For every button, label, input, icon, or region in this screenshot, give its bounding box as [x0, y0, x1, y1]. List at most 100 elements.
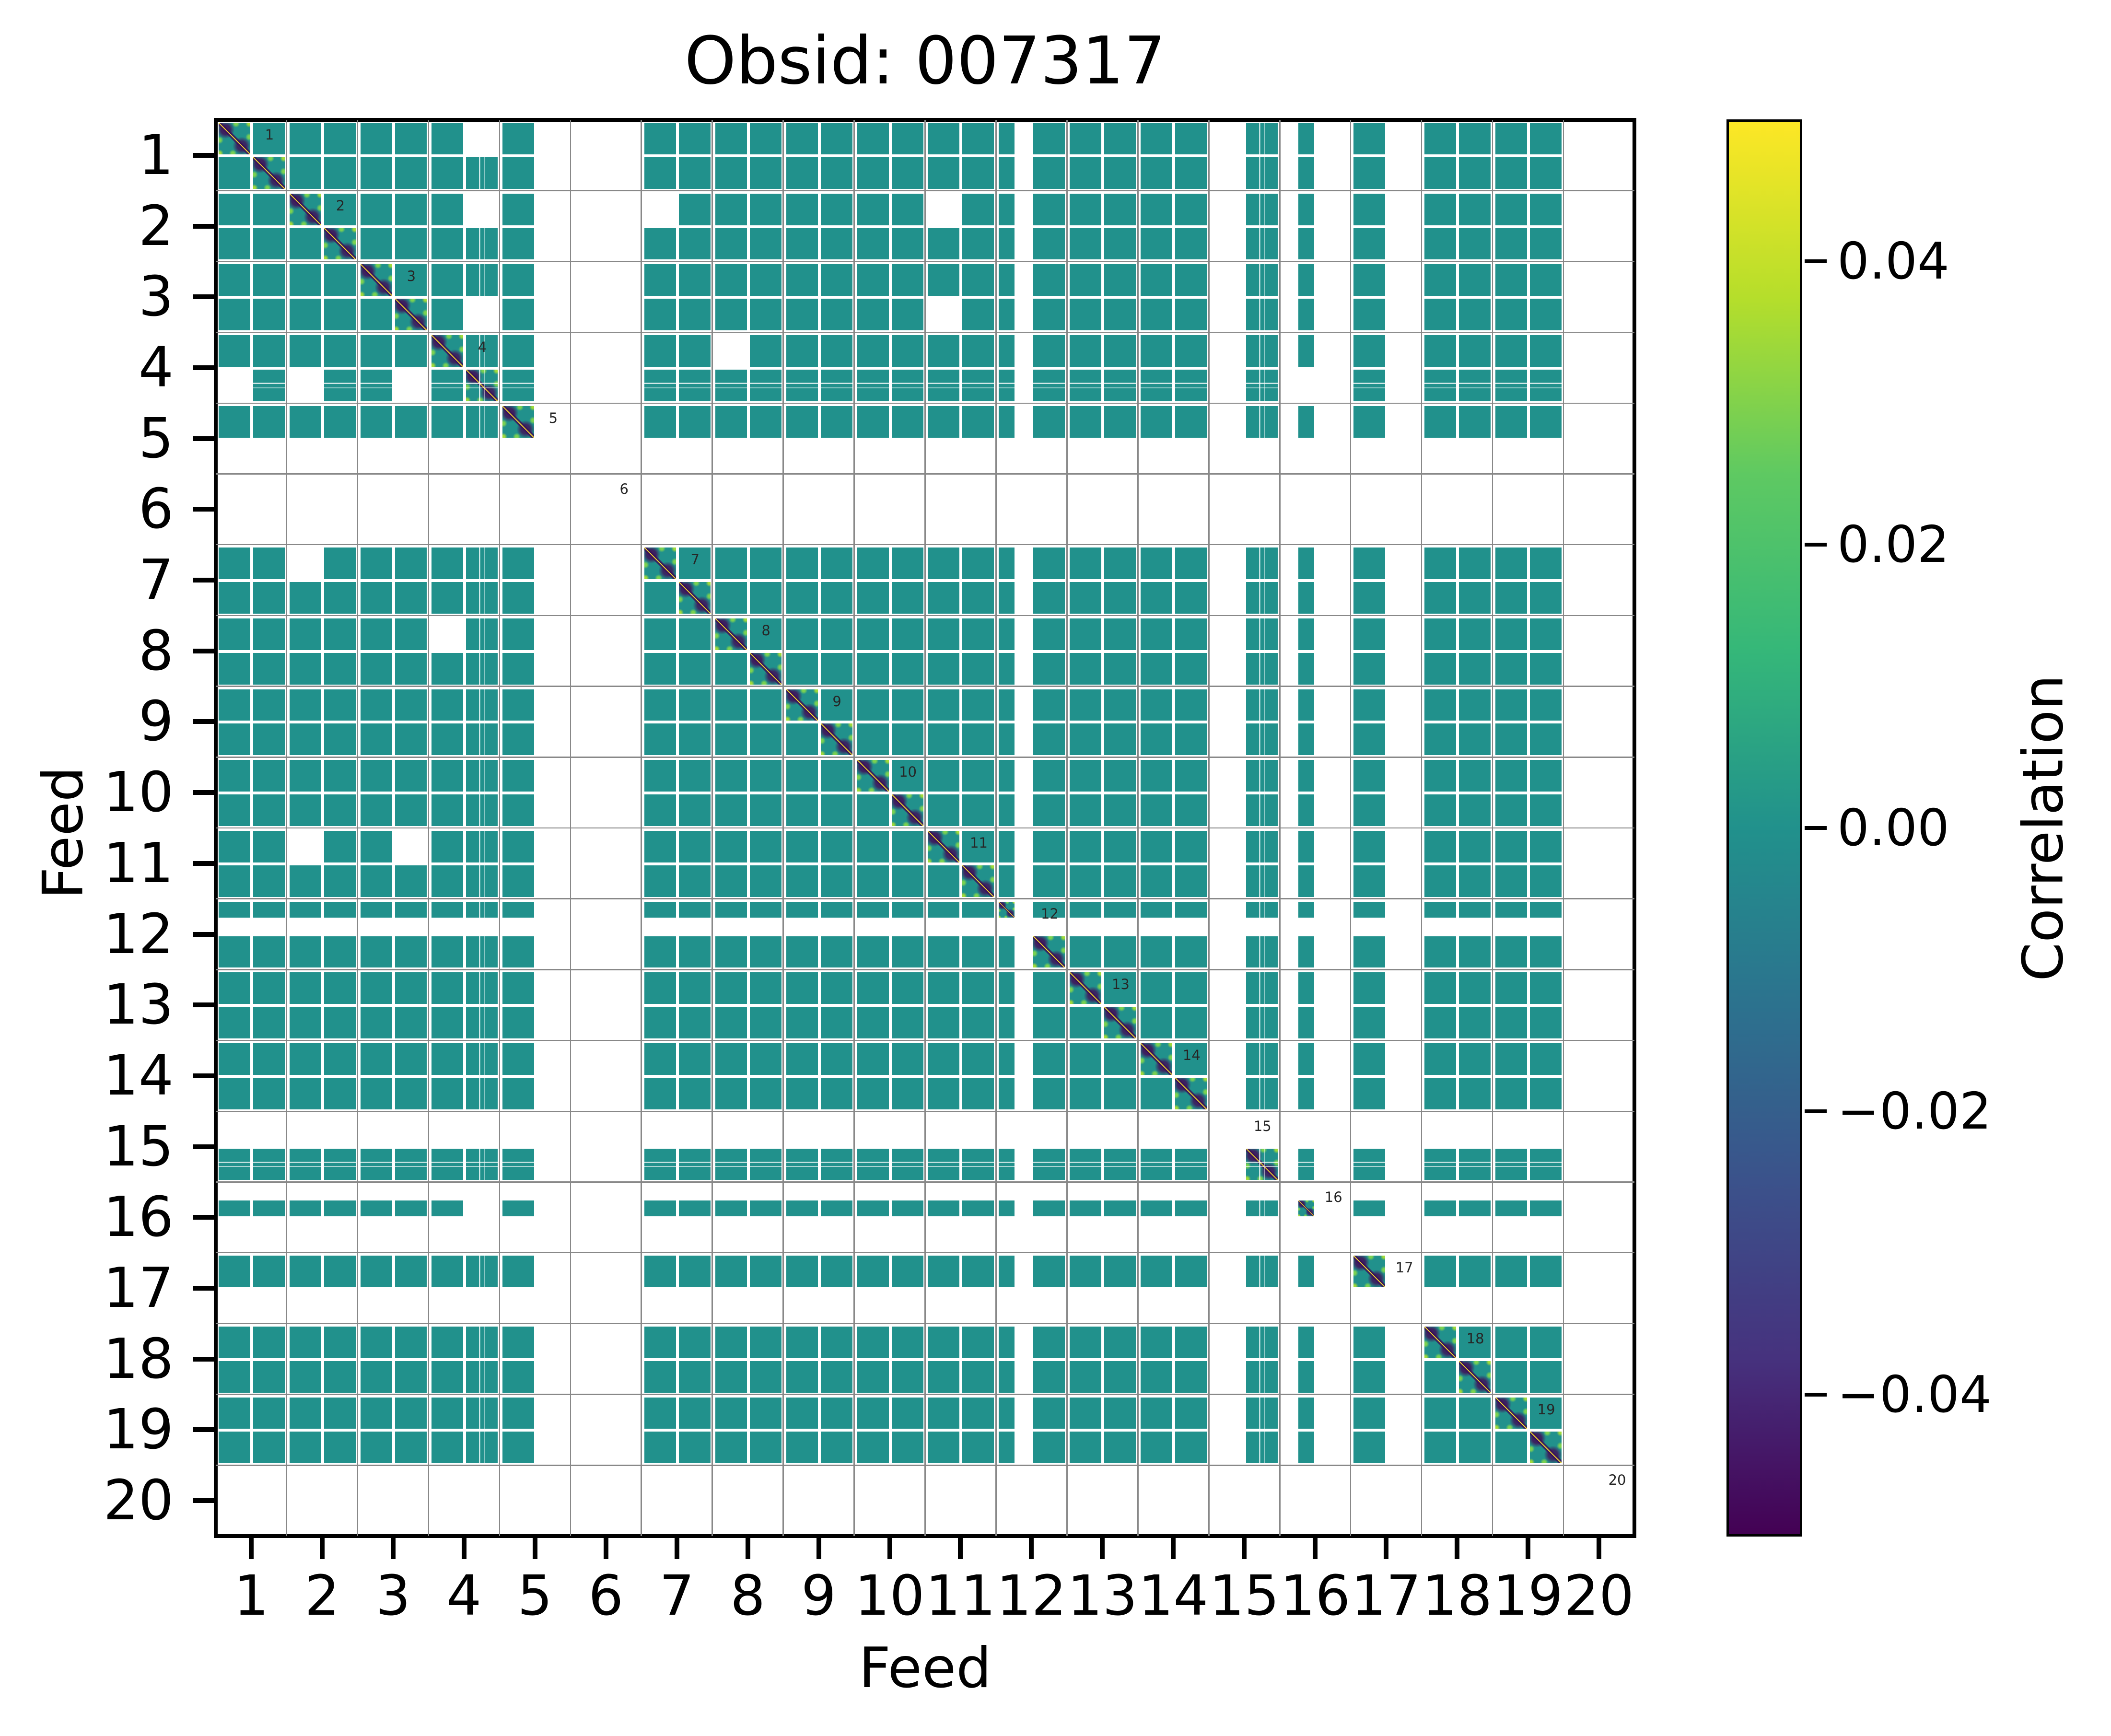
heatmap-tile [678, 1432, 711, 1464]
heatmap-tile [644, 723, 676, 756]
heatmap-tile [962, 901, 994, 918]
heatmap-tile [466, 865, 498, 897]
heatmap-tile [715, 264, 747, 296]
heatmap-tile [1033, 760, 1065, 792]
heatmap-tile [1246, 1361, 1278, 1393]
heatmap-tile [678, 1256, 711, 1288]
heatmap-tile [891, 1007, 923, 1039]
heatmap-tile [253, 618, 285, 650]
heatmap-tile [1298, 1361, 1315, 1393]
heatmap-tile [715, 689, 747, 721]
heatmap-tile [928, 760, 960, 792]
heatmap-tile [360, 901, 392, 918]
heatmap-tile [928, 618, 960, 650]
heatmap-tile [891, 936, 923, 968]
heatmap-tile [1033, 335, 1065, 367]
heatmap-tile [999, 689, 1015, 721]
heatmap-tile [928, 1200, 960, 1217]
heatmap-tile [289, 1007, 321, 1039]
heatmap-tile [962, 618, 994, 650]
heatmap-tile [324, 406, 356, 438]
heatmap-tile [1070, 193, 1102, 225]
heatmap-tile [962, 122, 994, 154]
heatmap-tile [218, 830, 250, 862]
heatmap-tile [466, 157, 498, 189]
heatmap-tile [715, 652, 747, 685]
heatmap-tile [1298, 1043, 1315, 1075]
heatmap-tile [1459, 299, 1491, 331]
x-tick-mark [248, 1538, 254, 1559]
heatmap-tile [395, 1148, 427, 1180]
heatmap-tile [253, 901, 285, 918]
heatmap-tile [999, 1077, 1015, 1109]
heatmap-tile [1033, 1397, 1065, 1429]
heatmap-tile-diagonal [999, 901, 1015, 918]
heatmap-tile [1353, 972, 1386, 1004]
heatmap-tile [1033, 1256, 1065, 1288]
heatmap-tile [289, 936, 321, 968]
heatmap-tile-diagonal [1104, 1007, 1136, 1039]
heatmap-tile [1495, 406, 1528, 438]
heatmap-tile [928, 582, 960, 614]
heatmap-tile [1530, 122, 1562, 154]
heatmap-tile [1175, 618, 1207, 650]
heatmap-tile [1424, 1397, 1457, 1429]
heatmap-tile [644, 689, 676, 721]
heatmap-tile [1175, 1397, 1207, 1429]
heatmap-tile [1246, 1007, 1278, 1039]
heatmap-tile [1104, 1200, 1136, 1217]
heatmap-tile [1495, 901, 1528, 918]
heatmap-tile [1246, 1077, 1278, 1109]
heatmap-tile [1070, 299, 1102, 331]
grid-line-vertical [1279, 120, 1281, 1536]
heatmap-tile [1530, 299, 1562, 331]
y-tick-mark [193, 1427, 214, 1433]
heatmap-tile [786, 1077, 818, 1109]
heatmap-tile [1104, 723, 1136, 756]
heatmap-tile [431, 299, 463, 331]
heatmap-tile [786, 1432, 818, 1464]
heatmap-tile [962, 1200, 994, 1217]
heatmap-tile [678, 406, 711, 438]
x-tick-mark [1029, 1538, 1034, 1559]
heatmap-tile [324, 1361, 356, 1393]
heatmap-tile [1104, 406, 1136, 438]
heatmap-tile [928, 865, 960, 897]
heatmap-tile [1246, 830, 1278, 862]
heatmap-tile [289, 122, 321, 154]
heatmap-tile [1141, 794, 1173, 826]
heatmap-tile [749, 936, 781, 968]
heatmap-tile [289, 1361, 321, 1393]
heatmap-tile [1175, 1200, 1207, 1217]
heatmap-tile [1298, 865, 1315, 897]
heatmap-tile [999, 335, 1015, 367]
heatmap-tile [891, 406, 923, 438]
heatmap-tile [749, 193, 781, 225]
heatmap-tile [1104, 830, 1136, 862]
heatmap-tile [324, 582, 356, 614]
heatmap-tile [715, 1397, 747, 1429]
heatmap-tile [786, 723, 818, 756]
feed-diagonal-label: 19 [1537, 1401, 1555, 1418]
heatmap-tile [928, 1007, 960, 1039]
heatmap-tile [1141, 1432, 1173, 1464]
heatmap-tile [1141, 264, 1173, 296]
heatmap-tile [1104, 369, 1136, 401]
heatmap-tile [289, 406, 321, 438]
heatmap-tile [324, 901, 356, 918]
heatmap-tile [1104, 901, 1136, 918]
heatmap-tile [999, 794, 1015, 826]
heatmap-tile [1141, 1326, 1173, 1358]
heatmap-tile [1033, 157, 1065, 189]
heatmap-tile [1298, 901, 1315, 918]
heatmap-tile [466, 652, 498, 685]
heatmap-tile [1495, 1043, 1528, 1075]
heatmap-tile [360, 618, 392, 650]
heatmap-tile [1298, 1397, 1315, 1429]
heatmap-tile [715, 299, 747, 331]
x-tick-label: 13 [1067, 1564, 1138, 1628]
heatmap-tile [786, 1200, 818, 1217]
heatmap-tile [644, 228, 676, 260]
heatmap-tile [1033, 193, 1065, 225]
grid-line-vertical [1208, 120, 1210, 1536]
